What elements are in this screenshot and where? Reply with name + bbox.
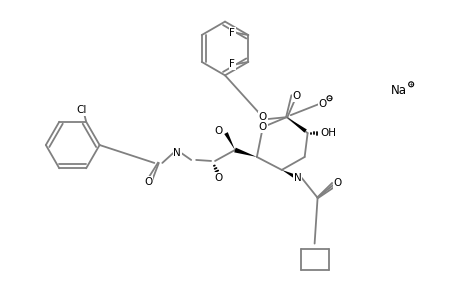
Text: O: O — [213, 173, 222, 183]
Text: OH: OH — [320, 128, 336, 138]
Text: O: O — [333, 178, 341, 188]
Text: F: F — [229, 28, 235, 38]
Text: F: F — [229, 59, 235, 69]
Text: O: O — [258, 112, 266, 122]
Text: O: O — [258, 122, 266, 132]
Text: O: O — [318, 99, 326, 109]
Text: −: − — [326, 96, 331, 101]
Text: O: O — [144, 177, 152, 187]
Text: N: N — [173, 148, 181, 158]
Polygon shape — [234, 148, 256, 157]
Polygon shape — [224, 132, 235, 150]
Text: N: N — [293, 173, 301, 183]
Text: +: + — [408, 82, 413, 87]
Text: O: O — [213, 126, 222, 136]
Text: O: O — [292, 91, 300, 101]
Text: Na: Na — [390, 84, 406, 97]
Polygon shape — [286, 117, 306, 133]
Polygon shape — [281, 170, 298, 180]
Text: Cl: Cl — [76, 105, 86, 115]
